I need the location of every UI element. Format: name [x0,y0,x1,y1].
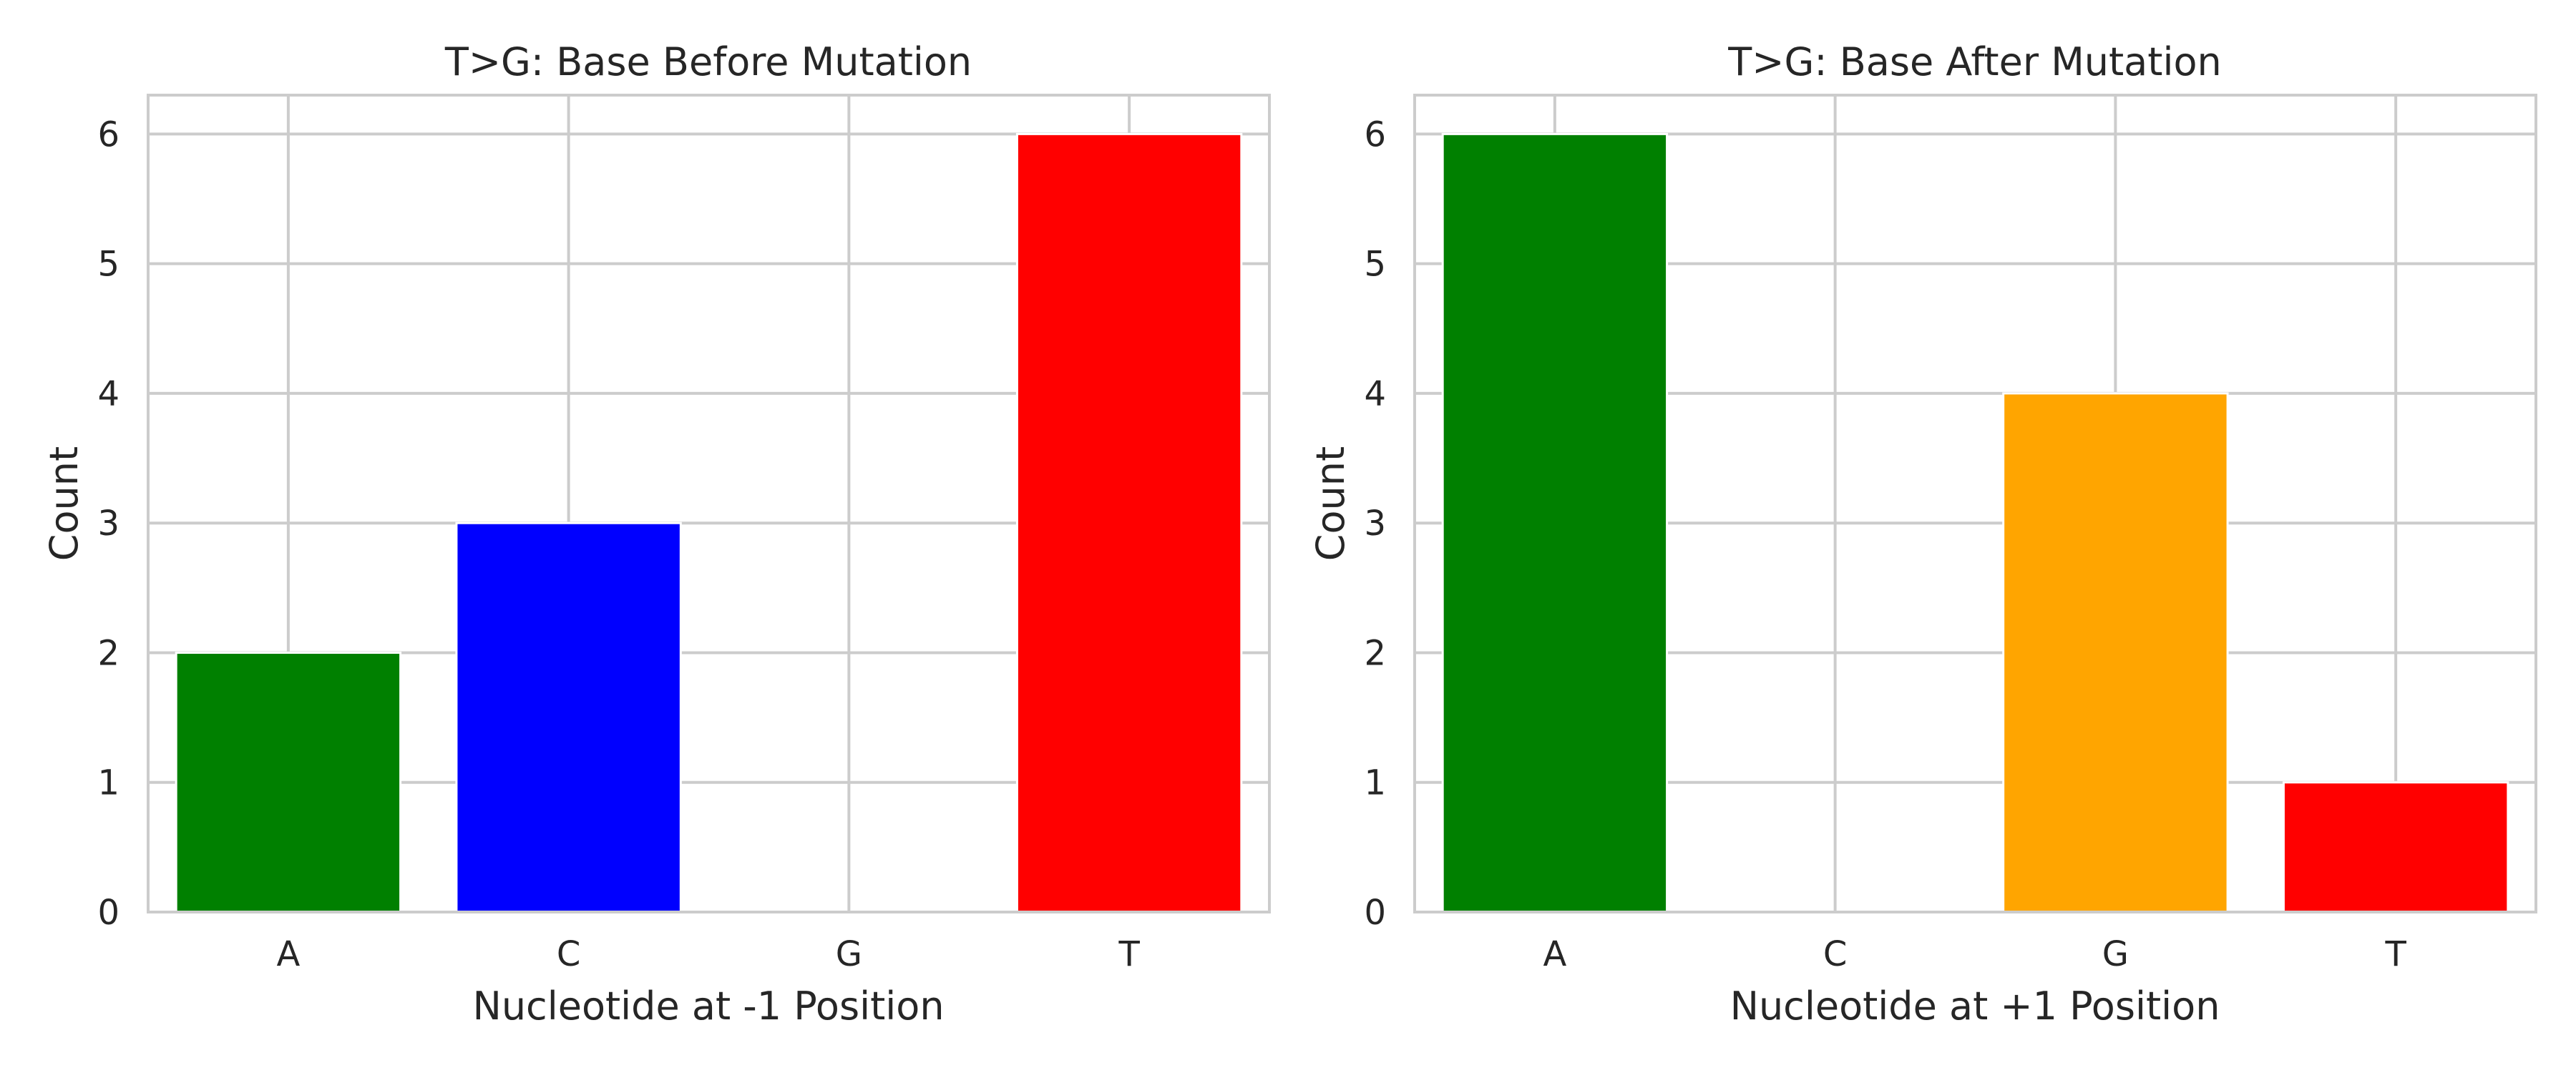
bar-c [455,521,682,913]
y-tick-label: 6 [1364,114,1386,155]
axes-frame [147,94,1271,913]
chart-title: T>G: Base After Mutation [1727,39,2221,84]
chart-panel-after-mutation: 0 1 2 3 4 5 6 A C G T T>G: Base After Mutation Nu… [1308,39,2537,1029]
y-tick-label: 2 [97,633,119,673]
x-tick-label: A [276,934,300,974]
y-axis-label: Count [42,446,87,561]
y-axis-label: Count [1308,446,1353,561]
x-tick-label: G [836,934,862,974]
y-tick-labels: 0 1 2 3 4 5 6 [97,114,119,933]
y-tick-label: 4 [1364,374,1386,414]
x-tick-label: G [2102,934,2129,974]
x-tick-label: T [1118,934,1140,974]
y-tick-label: 1 [97,763,119,803]
y-tick-label: 6 [97,114,119,155]
y-tick-label: 5 [97,245,119,285]
y-tick-label: 0 [97,893,119,933]
x-tick-label: C [1823,934,1848,974]
y-tick-label: 1 [1364,763,1386,803]
bar-t [1015,132,1243,913]
bar-a [1441,132,1669,913]
x-axis-label: Nucleotide at -1 Position [472,984,944,1029]
x-tick-label: C [557,934,581,974]
axes-frame [1413,94,2537,913]
y-tick-labels: 0 1 2 3 4 5 6 [1364,114,1386,933]
y-tick-label: 0 [1364,893,1386,933]
x-axis-label: Nucleotide at +1 Position [1730,984,2220,1029]
chart-title: T>G: Base Before Mutation [444,39,972,84]
y-tick-label: 2 [1364,633,1386,673]
y-tick-label: 3 [1364,504,1386,544]
bar-g [2002,392,2229,913]
y-tick-label: 4 [97,374,119,414]
x-tick-label: T [2384,934,2406,974]
bar-a [175,651,402,913]
bars [1441,132,2509,913]
y-tick-label: 3 [97,504,119,544]
bar-t [2282,781,2509,913]
bars [175,132,1243,913]
chart-panel-before-mutation: 0 1 2 3 4 5 6 A C G T T>G: Base Before Mutation N… [42,39,1271,1029]
y-tick-label: 5 [1364,245,1386,285]
x-tick-label: A [1543,934,1566,974]
